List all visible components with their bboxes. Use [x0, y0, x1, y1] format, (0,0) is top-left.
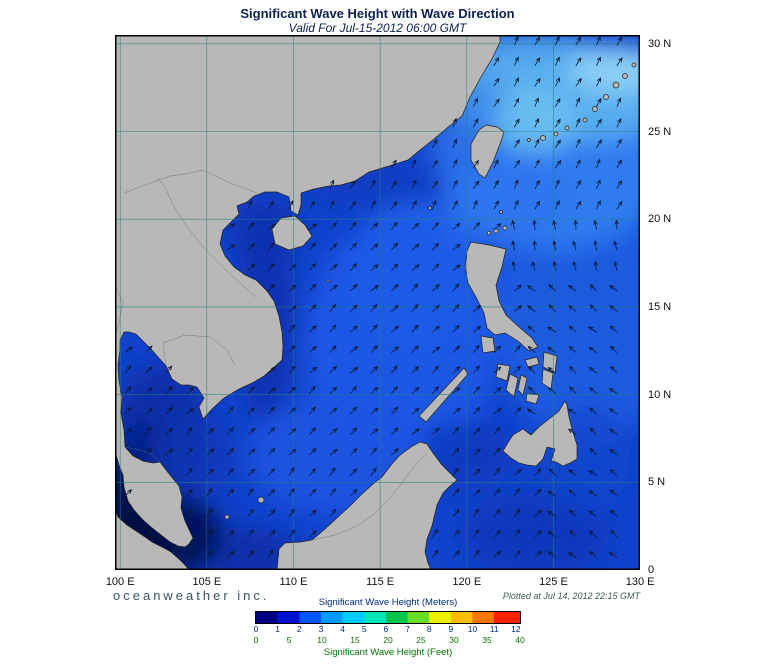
island-ryukyu-5 — [622, 73, 628, 79]
island-ryukyu-1 — [564, 125, 570, 131]
island-ryukyu-6 — [631, 62, 637, 68]
island-paracel — [326, 279, 330, 283]
land-masses — [115, 35, 637, 570]
legend-tick: 2 — [296, 624, 302, 634]
lon-label: 105 E — [192, 576, 222, 588]
island-ryukyu-2 — [582, 117, 588, 123]
legend-tick: 40 — [515, 635, 525, 645]
land-hainan — [271, 215, 313, 251]
page-title: Significant Wave Height with Wave Direct… — [240, 6, 515, 21]
lon-label: 130 E — [625, 576, 655, 588]
wave-direction-arrows — [124, 35, 623, 558]
island-ryukyu-3 — [592, 106, 598, 112]
land-masbate — [524, 356, 540, 368]
arrow-glyphs — [124, 35, 623, 558]
legend-tick: 20 — [383, 635, 393, 645]
land-sumatra — [115, 507, 190, 570]
legend-colorbar — [255, 611, 521, 624]
legend-tick: 7 — [405, 624, 410, 634]
island-miyako — [553, 131, 559, 137]
map-frame — [115, 35, 640, 570]
lat-lon-grid — [115, 35, 640, 570]
lat-label: 15 N — [648, 300, 672, 313]
legend-tick: 15 — [350, 635, 360, 645]
lon-label: 110 E — [279, 576, 308, 588]
land-leyte — [541, 368, 554, 390]
island-yonaguni — [527, 138, 531, 142]
island-babuyan-3 — [486, 230, 492, 236]
legend-tick: 10 — [317, 635, 327, 645]
lat-label: 10 N — [648, 388, 672, 401]
legend-tick: 0 — [253, 635, 259, 645]
legend-tick: 9 — [448, 624, 454, 634]
lat-label: 25 N — [648, 125, 672, 138]
lon-label: 115 E — [366, 576, 395, 588]
legend-tick: 11 — [489, 624, 499, 634]
legend-tick: 35 — [482, 635, 492, 645]
oceanweather-logo-text: oceanweather inc. — [113, 588, 270, 603]
lon-label: 125 E — [539, 576, 568, 588]
legend-meters-ticks: 0 1 2 3 4 5 6 7 8 9 10 11 12 — [253, 624, 521, 635]
legend-tick: 8 — [426, 624, 432, 634]
island-ryukyu-4 — [603, 94, 609, 100]
land-luzon — [464, 241, 539, 352]
legend-tick: 5 — [361, 624, 367, 634]
legend-tick: 5 — [286, 635, 292, 645]
land-mindoro — [480, 335, 496, 354]
island-natuna — [257, 496, 265, 504]
legend-tick: 10 — [467, 624, 478, 634]
island-ishigaki — [540, 135, 546, 141]
lat-label: 30 N — [648, 37, 672, 50]
island-babuyan-1 — [493, 228, 499, 234]
island-batanes — [499, 210, 503, 214]
lon-label: 120 E — [452, 576, 482, 588]
legend-feet-label: Significant Wave Height (Feet) — [323, 647, 453, 658]
land-negros — [505, 373, 519, 398]
legend-tick: 3 — [318, 624, 324, 634]
island-okinawa — [612, 81, 620, 89]
land-asia-mainland — [115, 35, 501, 548]
lat-label: 20 N — [648, 213, 672, 226]
legend-tick: 30 — [449, 635, 459, 645]
land-cebu — [517, 374, 528, 396]
wave-height-map — [115, 35, 640, 570]
land-taiwan — [470, 124, 505, 179]
island-pratas — [428, 206, 432, 210]
island-babuyan-2 — [502, 225, 508, 231]
legend-tick: 12 — [511, 624, 521, 634]
lat-label: 5 N — [648, 476, 666, 489]
legend-tick: 25 — [416, 635, 426, 645]
map-canvas — [115, 35, 640, 570]
legend-tick: 1 — [275, 624, 281, 634]
country-borders — [115, 169, 428, 541]
legend-tick: 4 — [340, 624, 345, 634]
lat-label: 0 — [648, 564, 655, 576]
legend-meters-label: Significant Wave Height (Meters) — [318, 597, 458, 608]
valid-time-subtitle: Valid For Jul-15-2012 06:00 GMT — [288, 21, 467, 35]
legend-feet-ticks: 0 5 10 15 20 25 30 35 40 — [253, 635, 525, 646]
legend-tick: 0 — [253, 624, 259, 634]
lon-label: 100 E — [105, 576, 135, 588]
island-anambas — [224, 514, 230, 520]
plotted-timestamp: Plotted at Jul 14, 2012 22:15 GMT — [502, 591, 640, 601]
legend-tick: 6 — [383, 624, 389, 634]
land-mindanao — [502, 400, 578, 467]
